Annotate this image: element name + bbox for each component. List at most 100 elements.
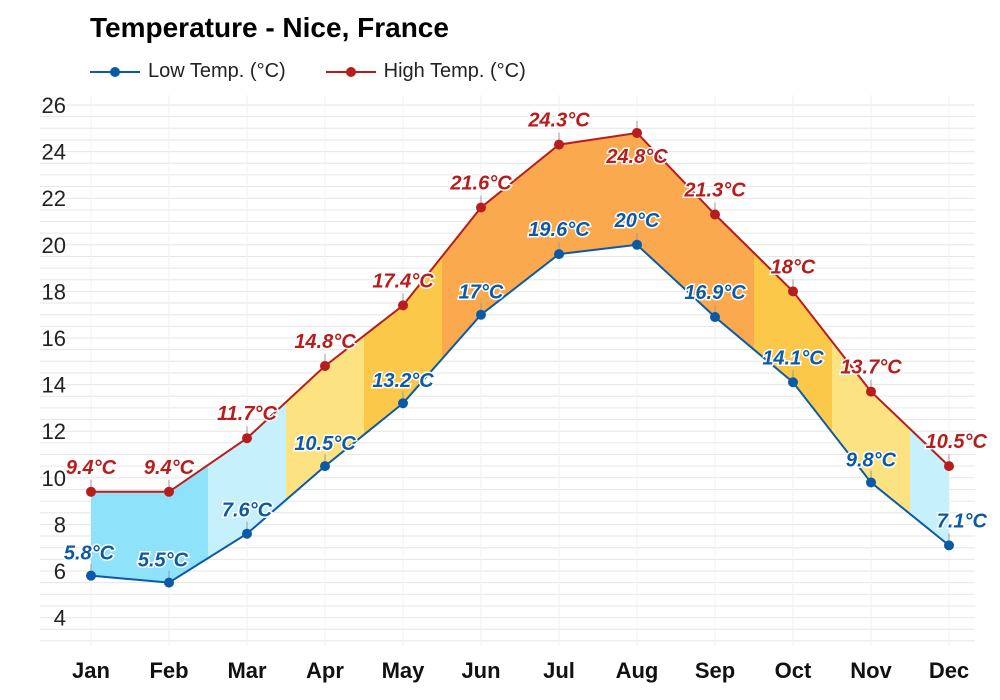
temperature-band-segment [793,291,832,433]
low-temp-label: 5.5°C [138,550,189,572]
low-temp-point[interactable] [242,528,252,539]
x-tick-label: Oct [775,658,812,683]
y-tick-label: 22 [42,186,66,211]
temperature-band-segment [520,144,559,285]
x-tick-label: Jan [72,658,110,683]
axis-labels: 4 6 8 10 12 14 16 18 20 22 24 26 Jan Feb Mar Apr May Jun J… [42,93,970,683]
temperature-band-segment [247,402,286,534]
y-tick-label: 14 [42,373,66,398]
temperature-band-segment [208,438,247,559]
high-temp-point[interactable] [944,461,954,472]
high-temp-label: 13.7°C [840,357,902,379]
data-labels: 5.8°C 5.5°C 7.6°C 10.5°C 13.2°C 17°C 19.6°C 20°… [62,108,989,573]
y-tick-label: 24 [42,140,66,165]
high-temp-label: 10.5°C [926,431,988,453]
high-temp-point[interactable] [164,486,174,497]
low-temp-point[interactable] [710,312,720,323]
temperature-band-segment [871,391,910,514]
temperature-bands [91,132,949,583]
temperature-band-segment [481,176,520,315]
low-temp-label: 5.8°C [64,543,115,565]
high-temp-point[interactable] [476,202,486,213]
low-temp-label: 10.5°C [294,433,356,455]
high-temp-label: 17.4°C [372,270,434,292]
x-tick-label: Feb [149,658,188,683]
y-tick-label: 6 [54,559,66,584]
temperature-band-segment [325,335,364,467]
low-temp-point[interactable] [476,309,486,320]
high-temp-label: 14.8°C [294,331,356,353]
y-tick-label: 12 [42,419,66,444]
low-temp-label: 14.1°C [762,347,824,369]
legend-label-low: Low Temp. (°C) [148,60,286,82]
low-temp-point[interactable] [398,398,408,409]
low-temp-point[interactable] [320,461,330,472]
series-points [86,120,954,588]
temperature-band-segment [832,341,871,483]
low-temp-label: 17°C [459,282,504,304]
high-temp-label: 18°C [771,256,816,278]
low-temp-point[interactable] [944,540,954,551]
y-tick-label: 8 [54,512,66,537]
low-temp-point[interactable] [164,577,174,588]
legend-item-low[interactable]: Low Temp. (°C) [90,60,286,83]
y-tick-label: 26 [42,93,66,118]
low-temp-label: 20°C [614,210,660,232]
low-temp-point[interactable] [788,377,798,388]
legend-high-marker-icon [325,66,376,77]
low-temp-label: 9.8°C [846,449,897,471]
low-temp-point[interactable] [866,477,876,488]
high-temp-point[interactable] [866,386,876,397]
high-temp-point[interactable] [788,286,798,297]
high-temp-line [91,131,950,493]
x-tick-label: Jul [543,658,575,683]
y-tick-label: 10 [42,466,66,491]
high-temp-point[interactable] [242,433,252,444]
low-temp-label: 19.6°C [528,219,590,241]
high-temp-point[interactable] [320,360,330,371]
x-tick-label: Apr [306,658,344,683]
x-tick-label: Jun [461,658,500,683]
temperature-band-segment [637,132,676,281]
legend: Low Temp. (°C) High Temp. (°C) [90,60,566,83]
temperature-band-segment [754,252,793,383]
high-temp-label: 24.3°C [527,110,590,132]
low-temp-line [90,243,950,584]
high-temp-label: 21.3°C [683,180,746,202]
x-tick-label: Mar [227,658,267,683]
low-temp-label: 16.9°C [684,282,746,304]
high-temp-label: 24.8°C [605,146,668,168]
low-temp-label: 13.2°C [372,370,434,392]
y-tick-label: 20 [42,233,66,258]
x-tick-label: Nov [850,658,892,683]
y-tick-label: 18 [42,279,66,304]
low-temp-point[interactable] [632,239,642,250]
x-tick-label: Sep [695,658,735,683]
temperature-band-segment [559,138,598,255]
legend-label-high: High Temp. (°C) [383,60,526,82]
high-temp-point[interactable] [86,486,96,497]
high-temp-point[interactable] [632,127,642,138]
temperature-band-segment [598,132,637,250]
low-temp-point[interactable] [554,249,564,260]
temperature-band-segment [715,214,754,350]
high-temp-label: 21.6°C [449,173,512,195]
chart-title: Temperature - Nice, France [90,12,449,43]
x-tick-label: May [382,658,426,683]
high-temp-point[interactable] [710,209,720,220]
legend-low-marker-icon [90,66,140,77]
temperature-band-segment [676,173,715,318]
temperature-band-segment [286,365,325,500]
series-lines [90,131,950,584]
high-temp-label: 9.4°C [66,457,117,479]
legend-item-high[interactable]: High Temp. (°C) [325,60,526,83]
low-temp-point[interactable] [86,570,96,581]
high-temp-point[interactable] [554,139,564,150]
temperature-band-segment [364,305,403,435]
x-tick-label: Dec [929,658,969,683]
high-temp-label: 11.7°C [217,403,277,425]
high-temp-label: 9.4°C [144,457,195,479]
high-temp-point[interactable] [398,300,408,311]
y-tick-label: 16 [42,326,66,351]
y-tick-label: 4 [54,606,66,631]
